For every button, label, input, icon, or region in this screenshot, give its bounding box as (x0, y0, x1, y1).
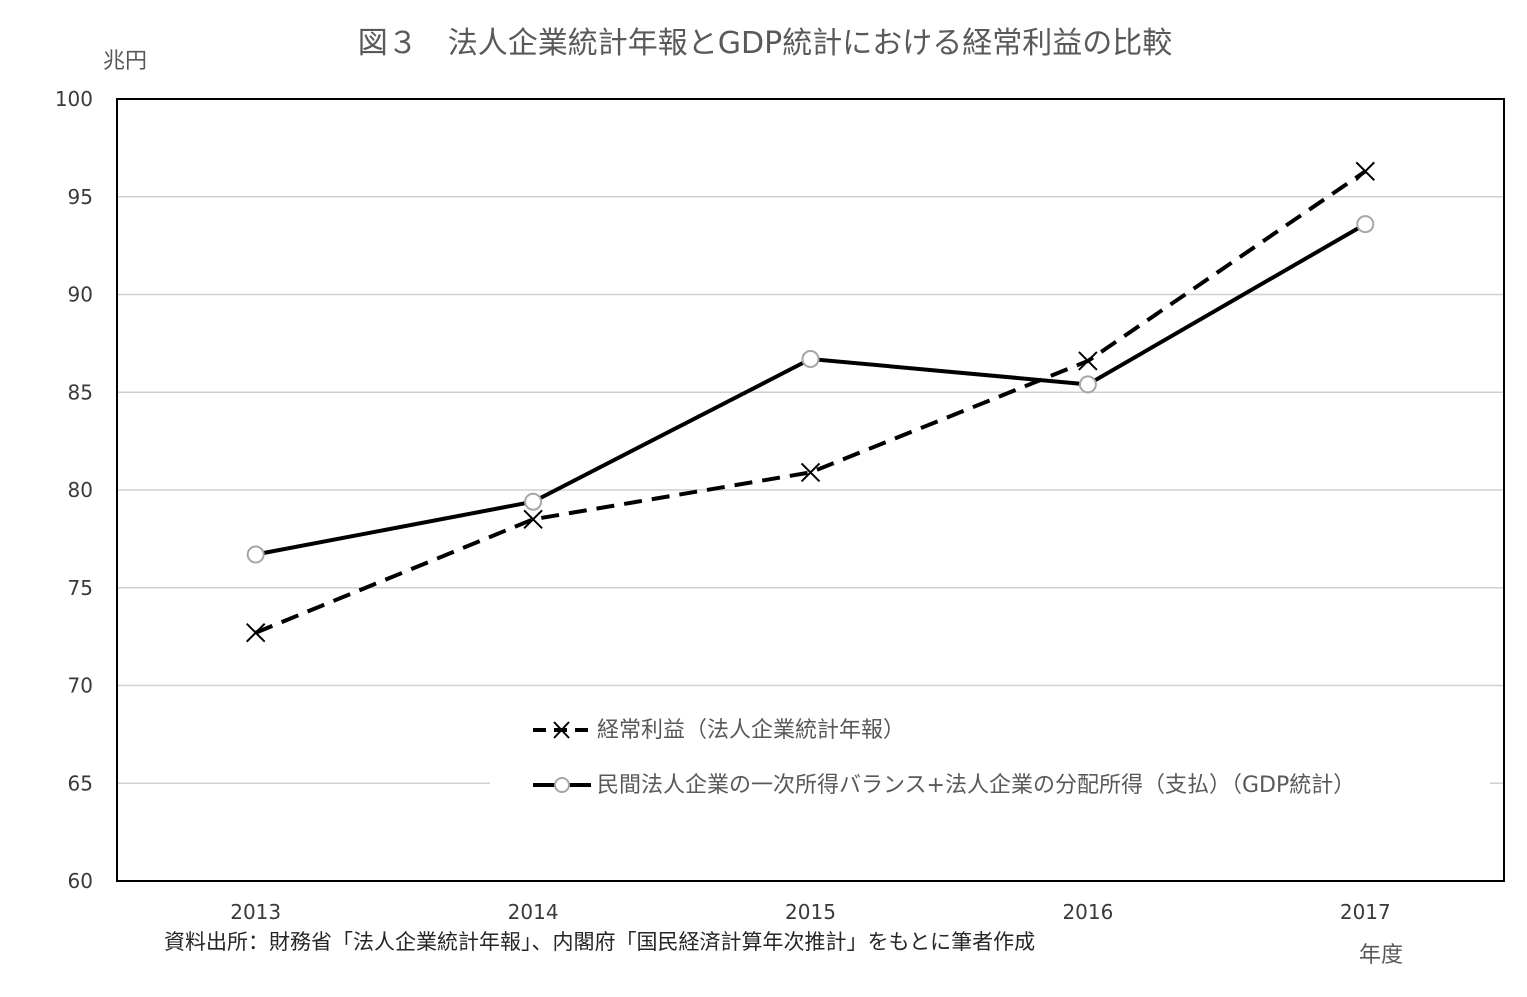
x-tick-label: 2015 (785, 900, 836, 924)
series-1 (245, 161, 1376, 643)
data-point-circle (1078, 375, 1097, 394)
legend-label-gdp: 民間法人企業の一次所得バランス+法人企業の分配所得（支払）（GDP統計） (597, 773, 1355, 798)
y-tick-label: 80 (68, 478, 93, 502)
y-tick-label: 65 (68, 771, 93, 795)
x-tick-label: 2014 (508, 900, 559, 924)
y-tick-label: 60 (68, 869, 93, 893)
series-line (254, 169, 1367, 635)
data-point-x (800, 462, 821, 483)
data-point-x (245, 623, 266, 643)
data-point-x (1355, 161, 1376, 182)
y-axis-unit-label: 兆円 (103, 49, 147, 74)
data-point-circle (1356, 215, 1375, 234)
x-tick-label: 2013 (230, 900, 281, 924)
legend-x-marker-icon (553, 721, 570, 739)
series-line (255, 222, 1367, 557)
plot-area-frame (116, 98, 1505, 882)
y-tick-label: 85 (68, 380, 93, 404)
data-point-x (523, 509, 543, 530)
data-point-circle (801, 350, 820, 369)
x-axis-ticks: 2013 2014 2015 2016 2017 (230, 900, 1391, 924)
legend-background (490, 700, 1490, 810)
y-tick-label: 95 (68, 185, 93, 209)
legend-circle-marker-icon (554, 777, 570, 793)
legend-item-gdp: 民間法人企業の一次所得バランス+法人企業の分配所得（支払）（GDP統計） (533, 773, 1355, 798)
y-tick-label: 75 (68, 576, 93, 600)
data-point-circle (524, 492, 543, 511)
data-point-circle (246, 545, 265, 564)
legend: 経常利益（法人企業統計年報） 民間法人企業の一次所得バランス+法人企業の分配所得… (490, 700, 1490, 810)
y-tick-label: 70 (68, 674, 93, 698)
y-tick-label: 90 (68, 283, 93, 307)
x-axis-unit-label: 年度 (1359, 943, 1403, 968)
source-note: 資料出所：財務省「法人企業統計年報」、内閣府「国民経済計算年次推計」をもとに筆者… (164, 930, 1035, 954)
x-tick-label: 2017 (1340, 900, 1391, 924)
series-layer (245, 161, 1376, 643)
data-point-x (1078, 351, 1098, 371)
gridlines (117, 196, 1504, 784)
legend-item-ordinary-profit: 経常利益（法人企業統計年報） (533, 718, 905, 743)
series-2 (246, 215, 1375, 564)
chart-title: 図３ 法人企業統計年報とGDP統計における経常利益の比較 (358, 26, 1172, 61)
x-tick-label: 2016 (1062, 900, 1113, 924)
y-axis-ticks: 60 65 70 75 80 85 90 95 100 (55, 87, 93, 893)
y-tick-label: 100 (55, 87, 93, 111)
legend-label-ordinary-profit: 経常利益（法人企業統計年報） (597, 718, 905, 743)
